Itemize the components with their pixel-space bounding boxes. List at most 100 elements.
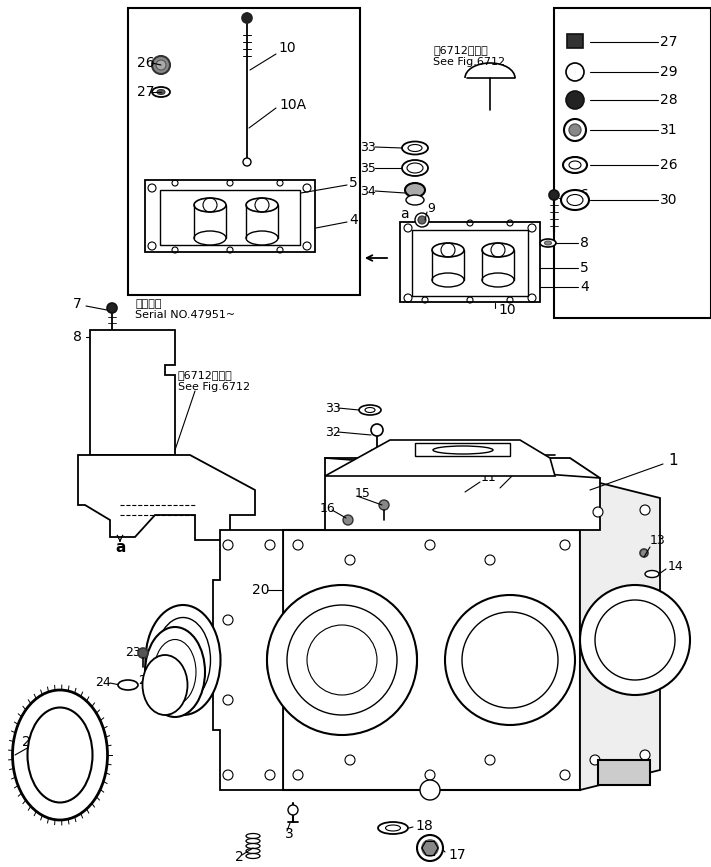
Ellipse shape <box>378 822 408 834</box>
Circle shape <box>566 63 584 81</box>
Text: 31: 31 <box>660 123 678 137</box>
Text: 6: 6 <box>580 188 589 202</box>
Text: 8: 8 <box>580 236 589 250</box>
Circle shape <box>418 216 426 224</box>
Ellipse shape <box>563 157 587 173</box>
Ellipse shape <box>405 183 425 197</box>
Text: 4: 4 <box>580 280 589 294</box>
Text: 7: 7 <box>73 297 82 311</box>
Ellipse shape <box>246 838 260 844</box>
Ellipse shape <box>482 243 514 257</box>
Circle shape <box>640 750 650 760</box>
Text: 23: 23 <box>125 646 141 659</box>
Text: Serial NO.47951~: Serial NO.47951~ <box>135 310 235 320</box>
Bar <box>554 8 711 318</box>
Ellipse shape <box>246 849 260 853</box>
Circle shape <box>371 424 383 436</box>
Text: 適用号標: 適用号標 <box>135 299 161 309</box>
Ellipse shape <box>645 570 659 577</box>
Ellipse shape <box>433 446 493 454</box>
Circle shape <box>288 805 298 815</box>
Ellipse shape <box>118 680 138 690</box>
Circle shape <box>242 13 252 23</box>
Ellipse shape <box>432 243 464 257</box>
Polygon shape <box>325 458 600 530</box>
Circle shape <box>569 124 581 136</box>
Ellipse shape <box>561 190 589 210</box>
Bar <box>567 34 583 48</box>
Text: a: a <box>115 540 125 556</box>
Ellipse shape <box>156 617 210 702</box>
Circle shape <box>580 585 690 695</box>
Text: 35: 35 <box>360 161 376 174</box>
Text: 10: 10 <box>278 41 296 55</box>
Circle shape <box>640 505 650 515</box>
Polygon shape <box>415 443 510 456</box>
Ellipse shape <box>408 145 422 152</box>
Ellipse shape <box>402 160 428 176</box>
Ellipse shape <box>194 231 226 245</box>
Polygon shape <box>145 180 315 252</box>
Text: 27: 27 <box>137 85 154 99</box>
Ellipse shape <box>567 194 583 205</box>
Circle shape <box>485 755 495 765</box>
Text: 5: 5 <box>349 176 358 190</box>
Text: 2: 2 <box>235 850 244 864</box>
Text: 20: 20 <box>252 583 269 597</box>
Text: 9: 9 <box>427 201 435 214</box>
Circle shape <box>152 56 170 74</box>
Ellipse shape <box>385 825 400 831</box>
Ellipse shape <box>157 89 165 95</box>
Circle shape <box>243 158 251 166</box>
Ellipse shape <box>267 595 417 725</box>
Circle shape <box>343 515 353 525</box>
Text: 25: 25 <box>22 735 40 749</box>
Text: 10: 10 <box>498 303 515 317</box>
Text: 14: 14 <box>668 560 684 573</box>
Polygon shape <box>78 455 255 540</box>
Ellipse shape <box>246 231 278 245</box>
Circle shape <box>590 755 600 765</box>
Ellipse shape <box>146 605 220 715</box>
Text: 33: 33 <box>360 140 375 153</box>
Circle shape <box>566 91 584 109</box>
Circle shape <box>345 555 355 565</box>
Circle shape <box>640 549 648 557</box>
Circle shape <box>223 540 233 550</box>
Text: 8: 8 <box>73 330 82 344</box>
Text: 33: 33 <box>325 401 341 414</box>
Text: 11: 11 <box>481 471 497 484</box>
Circle shape <box>223 770 233 780</box>
Ellipse shape <box>482 273 514 287</box>
Circle shape <box>425 540 435 550</box>
Circle shape <box>593 507 603 517</box>
Ellipse shape <box>545 241 552 245</box>
Ellipse shape <box>540 239 556 247</box>
Text: 32: 32 <box>325 426 341 439</box>
Circle shape <box>138 648 148 658</box>
Ellipse shape <box>246 844 260 849</box>
Text: 29: 29 <box>660 65 678 79</box>
Text: 24: 24 <box>95 676 111 689</box>
Text: 16: 16 <box>320 501 336 514</box>
Bar <box>128 8 360 295</box>
Text: See Fig.6712: See Fig.6712 <box>433 57 505 67</box>
Text: 5: 5 <box>580 261 589 275</box>
Text: 30: 30 <box>660 193 678 207</box>
Ellipse shape <box>28 707 92 803</box>
Circle shape <box>549 190 559 200</box>
Ellipse shape <box>569 161 581 169</box>
Text: 第6712図参照: 第6712図参照 <box>178 370 232 380</box>
Circle shape <box>345 755 355 765</box>
Text: 21: 21 <box>195 642 210 655</box>
Circle shape <box>293 540 303 550</box>
Ellipse shape <box>194 198 226 212</box>
Circle shape <box>107 303 117 313</box>
Text: 26: 26 <box>660 158 678 172</box>
Text: 27: 27 <box>660 35 678 49</box>
Ellipse shape <box>145 627 205 717</box>
Circle shape <box>265 770 275 780</box>
Ellipse shape <box>142 655 188 715</box>
Ellipse shape <box>246 198 278 212</box>
Text: 12: 12 <box>516 460 532 473</box>
